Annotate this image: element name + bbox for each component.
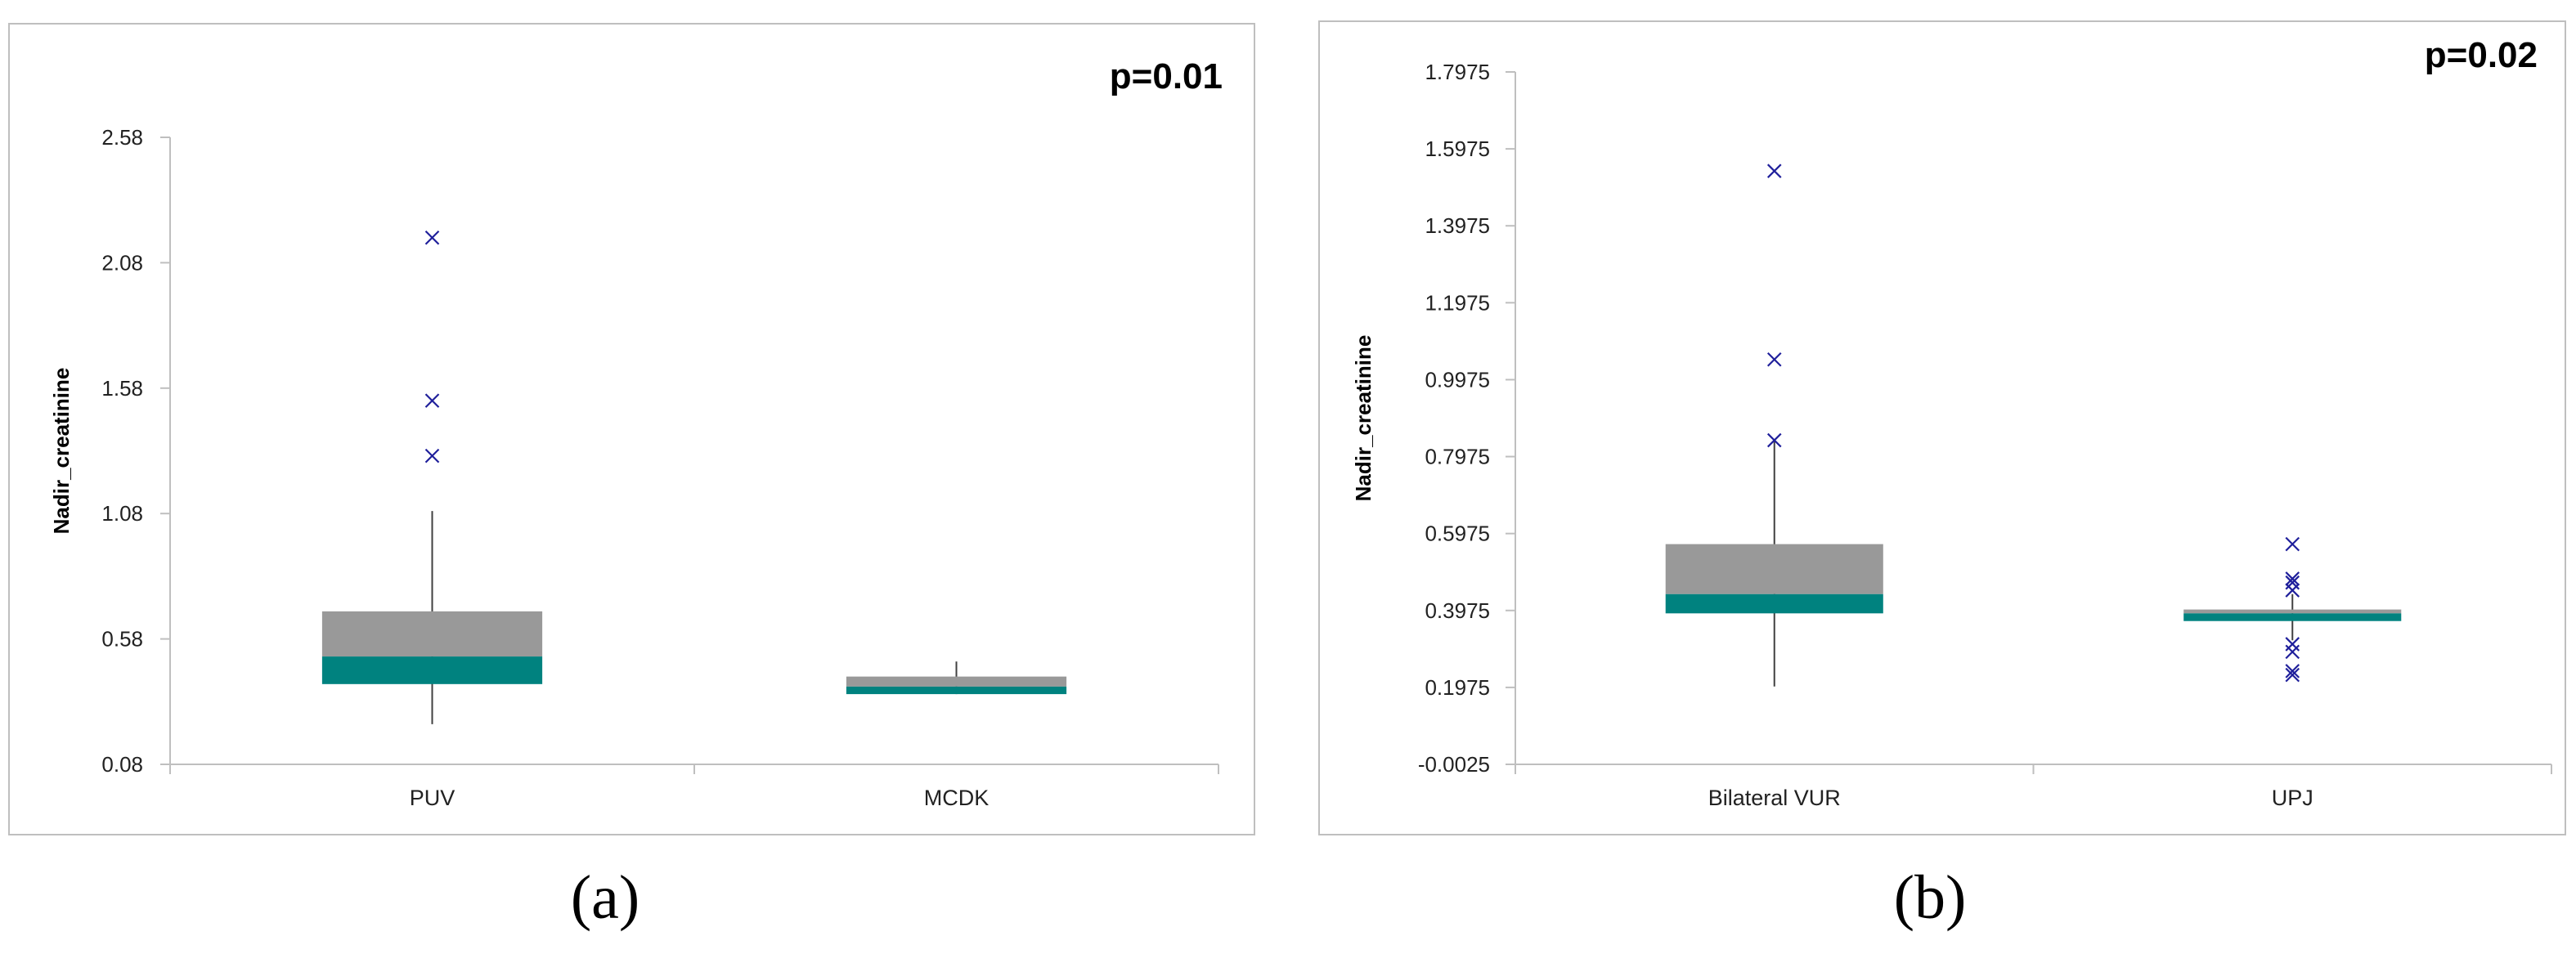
box-upper-quartile <box>321 611 543 657</box>
outlier-marker <box>1766 163 1782 178</box>
y-tick-label: 1.08 <box>101 501 143 526</box>
outlier-marker <box>2285 571 2300 586</box>
outlier-marker <box>2285 644 2300 660</box>
y-axis-label: Nadir_creatinine <box>49 368 74 535</box>
y-tick-label: 0.08 <box>101 752 143 777</box>
box-upper-quartile <box>2183 609 2402 614</box>
y-axis-label: Nadir_creatinine <box>1351 335 1376 502</box>
outlier-marker <box>2285 583 2300 598</box>
box-lower-quartile <box>846 686 1067 695</box>
y-tick-label: 2.08 <box>101 250 143 275</box>
box-upper-quartile <box>846 676 1067 687</box>
y-tick-label: 1.58 <box>101 376 143 401</box>
y-tick-label: 0.5975 <box>1425 522 1490 546</box>
outlier-marker <box>1766 352 1782 367</box>
chart-panel-b <box>1318 20 2566 835</box>
y-tick-label: 1.1975 <box>1425 290 1490 315</box>
outlier-marker <box>424 448 440 464</box>
y-tick-label: 1.3975 <box>1425 213 1490 238</box>
box-upper-quartile <box>1665 544 1883 594</box>
x-category-label: PUV <box>410 786 456 810</box>
box-lower-quartile <box>321 656 543 684</box>
box-lower-quartile <box>2183 613 2402 621</box>
outlier-marker <box>2285 664 2300 679</box>
outlier-marker <box>2285 536 2300 552</box>
x-category-label: MCDK <box>924 786 990 810</box>
p-value-annotation: p=0.01 <box>1110 56 1223 96</box>
box-lower-quartile <box>1665 593 1883 614</box>
y-tick-label: 0.3975 <box>1425 598 1490 623</box>
outlier-marker <box>1766 432 1782 448</box>
y-tick-label: 1.5975 <box>1425 137 1490 161</box>
outlier-marker <box>424 393 440 408</box>
y-tick-label: 0.9975 <box>1425 367 1490 392</box>
outlier-marker <box>2285 667 2300 683</box>
y-tick-label: 0.7975 <box>1425 445 1490 469</box>
panel-caption-a: (a) <box>570 863 640 932</box>
x-category-label: UPJ <box>2272 786 2313 810</box>
y-tick-label: 2.58 <box>101 125 143 150</box>
p-value-annotation: p=0.02 <box>2425 35 2538 75</box>
outlier-marker <box>424 230 440 245</box>
y-tick-label: -0.0025 <box>1418 752 1490 777</box>
chart-panel-a <box>8 23 1255 835</box>
y-tick-label: 0.58 <box>101 627 143 652</box>
panel-caption-b: (b) <box>1893 863 1967 932</box>
x-category-label: Bilateral VUR <box>1708 786 1841 810</box>
y-tick-label: 0.1975 <box>1425 675 1490 700</box>
y-tick-label: 1.7975 <box>1425 60 1490 84</box>
